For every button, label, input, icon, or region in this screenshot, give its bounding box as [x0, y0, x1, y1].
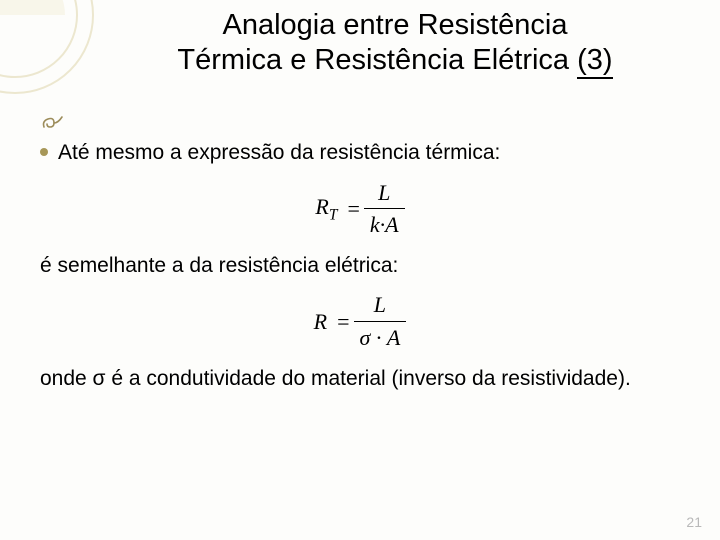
- f1-sub: T: [329, 206, 338, 223]
- f1-left: R: [315, 194, 328, 219]
- f2-num: L: [354, 290, 407, 322]
- slide-title: Analogia entre Resistência Térmica e Res…: [100, 8, 690, 79]
- title-line-1: Analogia entre Resistência: [223, 9, 568, 41]
- page-number: 21: [686, 514, 702, 530]
- formula-r: R=Lσ · A: [40, 290, 680, 352]
- f1-num: L: [364, 178, 405, 210]
- bullet-icon: [40, 148, 48, 156]
- f1-den: k·A: [364, 209, 405, 240]
- title-line-2a: Térmica e Resistência Elétrica: [177, 44, 577, 76]
- title-line-2b: (3): [577, 44, 612, 79]
- f2-left: R: [314, 307, 333, 337]
- line-2: é semelhante a da resistência elétrica:: [40, 252, 680, 280]
- formula-rt: RT=Lk·A: [40, 178, 680, 240]
- flourish-line: [40, 107, 680, 137]
- bullet-line-1: Até mesmo a expressão da resistência tér…: [40, 139, 680, 167]
- line-3: onde σ é a condutividade do material (in…: [40, 365, 680, 393]
- slide-body: Até mesmo a expressão da resistência tér…: [40, 105, 680, 393]
- bullet-1-text: Até mesmo a expressão da resistência tér…: [58, 141, 500, 164]
- flourish-icon: [40, 109, 66, 135]
- f2-den: σ · A: [354, 322, 407, 353]
